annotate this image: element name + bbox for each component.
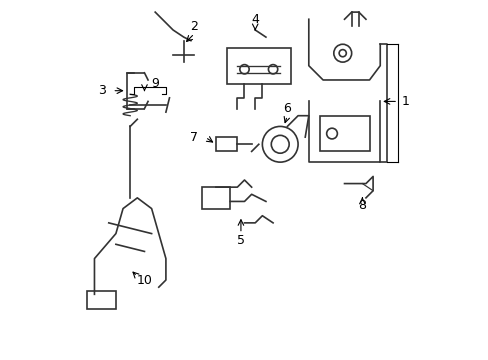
Bar [319,116,369,152]
Bar [87,291,116,309]
Text: 2: 2 [190,20,198,33]
Text: 1: 1 [401,95,408,108]
Text: 8: 8 [358,198,366,212]
Bar [226,48,290,84]
Text: 10: 10 [136,274,152,287]
Text: 6: 6 [283,102,291,115]
Text: 9: 9 [151,77,159,90]
Text: 4: 4 [251,13,259,26]
Text: 5: 5 [237,234,244,247]
Text: 7: 7 [190,131,198,144]
Text: 3: 3 [98,84,105,97]
Bar [216,137,237,152]
Bar [201,187,230,208]
